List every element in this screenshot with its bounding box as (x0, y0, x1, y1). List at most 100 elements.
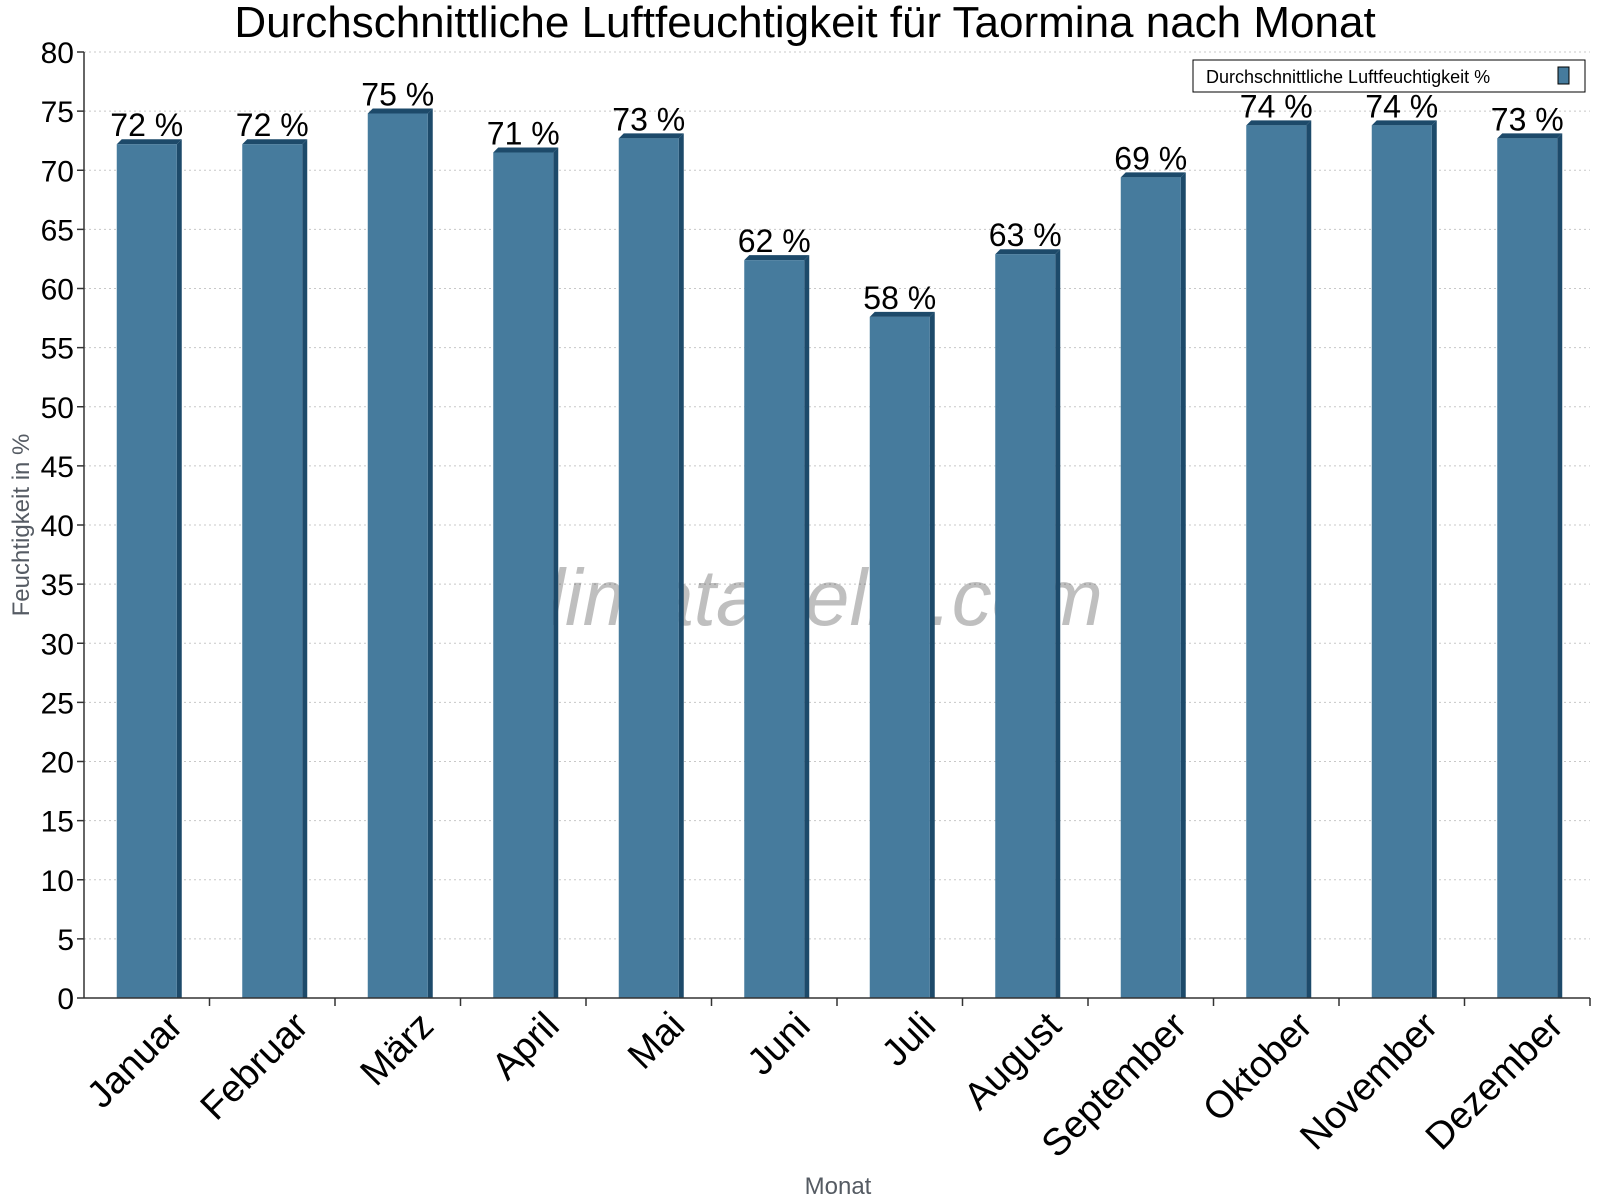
x-ticks: Januar Februar März April Mai Juni Juli AugustS… (79, 998, 1591, 1166)
bar-side (1180, 172, 1186, 999)
y-tick-label: 30 (41, 628, 74, 661)
bar-top (744, 255, 810, 261)
bar (995, 249, 1061, 998)
y-tick-label: 20 (41, 747, 74, 780)
bar-front (493, 152, 554, 998)
bar-top (116, 139, 182, 145)
bar-front (618, 138, 679, 998)
y-tick-label: 65 (41, 214, 74, 247)
bar-top (869, 311, 935, 317)
x-tick-label: Februar (193, 1004, 317, 1128)
bar (367, 108, 433, 999)
bar-front (1497, 138, 1558, 998)
y-tick-label: 50 (41, 392, 74, 425)
y-tick-label: 70 (41, 155, 74, 188)
bar-side (678, 133, 684, 998)
bar-top (242, 139, 308, 145)
data-label: 73 % (612, 101, 685, 137)
bar-top (1497, 133, 1563, 139)
bar-side (929, 311, 935, 998)
bar-side (553, 147, 559, 998)
bar-top (493, 147, 559, 153)
legend-box (1192, 59, 1586, 93)
y-tick-label: 75 (41, 96, 74, 129)
x-tick-label: März (353, 1005, 442, 1094)
data-label: 72 % (110, 107, 183, 143)
data-label: 74 % (1365, 88, 1438, 124)
x-tick-label: April (484, 1005, 567, 1088)
data-label: 71 % (487, 116, 560, 152)
bar-side (1431, 120, 1437, 998)
x-tick-label: Januar (79, 1004, 191, 1116)
data-label: 72 % (236, 107, 309, 143)
y-ticks: 0 5 10 15 20 25 30 35 40 45 50 55 60 65 70 75 80 (41, 37, 84, 1016)
bar-side (302, 139, 308, 999)
y-tick-label: 25 (41, 687, 74, 720)
legend-swatch (1557, 66, 1570, 85)
bar-side (1306, 120, 1312, 998)
gridlines (84, 51, 1590, 940)
bar-top (367, 108, 433, 114)
bar (116, 139, 182, 999)
bar-front (1246, 125, 1307, 998)
bar-top (1120, 172, 1186, 178)
bar-side (427, 108, 433, 999)
y-tick-label: 55 (41, 333, 74, 366)
bar (493, 147, 559, 998)
bar (242, 139, 308, 999)
y-tick-label: 45 (41, 451, 74, 484)
legend: Durchschnittliche Luftfeuchtigkeit % (1192, 59, 1586, 93)
x-tick-label: Juli (874, 1005, 944, 1075)
bar-top (995, 249, 1061, 255)
bar-top (1371, 120, 1437, 126)
data-label: 75 % (361, 76, 434, 112)
y-tick-label: 15 (41, 806, 74, 839)
data-label: 62 % (738, 223, 811, 259)
bar-front (1371, 125, 1432, 998)
bar-front (1120, 177, 1181, 999)
bar-top (1246, 120, 1312, 126)
bars (116, 108, 1563, 999)
x-axis-label: Monat (805, 1173, 872, 1200)
data-label: 58 % (863, 280, 936, 316)
bar-top (618, 133, 684, 139)
bar-side (804, 255, 810, 998)
bar-side (1055, 249, 1061, 998)
bar-side (1557, 133, 1563, 998)
data-label: 69 % (1114, 140, 1187, 176)
data-label: 63 % (989, 217, 1062, 253)
bar-side (176, 139, 182, 999)
y-tick-label: 80 (41, 37, 74, 70)
bar-front (995, 254, 1056, 998)
x-tick-label: Oktober (1195, 1004, 1321, 1130)
x-tick-label: August (956, 1004, 1070, 1118)
bar (1120, 172, 1186, 999)
bar (618, 133, 684, 998)
data-labels: 72 % 72 % 75 % 71 % 73 % 62 % 58 % 63 % 69 % 74 %… (110, 76, 1563, 315)
bar-front (242, 144, 303, 999)
chart-title: Durchschnittliche Luftfeuchtigkeit für T… (234, 0, 1375, 47)
y-tick-label: 40 (41, 510, 74, 543)
y-tick-label: 60 (41, 274, 74, 307)
legend-label: Durchschnittliche Luftfeuchtigkeit % (1206, 67, 1490, 87)
bar (1246, 120, 1312, 998)
x-tick-label: Mai (620, 1005, 693, 1078)
bar-front (367, 113, 428, 999)
data-label: 74 % (1240, 88, 1313, 124)
x-tick-label: Dezember (1418, 1004, 1572, 1158)
y-tick-label: 35 (41, 569, 74, 602)
bar-front (869, 316, 930, 998)
y-tick-label: 5 (57, 924, 74, 957)
bar (1371, 120, 1437, 998)
bar-front (116, 144, 177, 999)
data-label: 73 % (1491, 101, 1564, 137)
bar (869, 311, 935, 998)
x-tick-label: Juni (740, 1005, 819, 1084)
y-tick-label: 0 (57, 983, 74, 1016)
bar (744, 255, 810, 998)
y-tick-label: 10 (41, 865, 74, 898)
bar-front (744, 260, 805, 998)
y-axis-label: Feuchtigkeit in % (8, 434, 35, 617)
bar (1497, 133, 1563, 998)
